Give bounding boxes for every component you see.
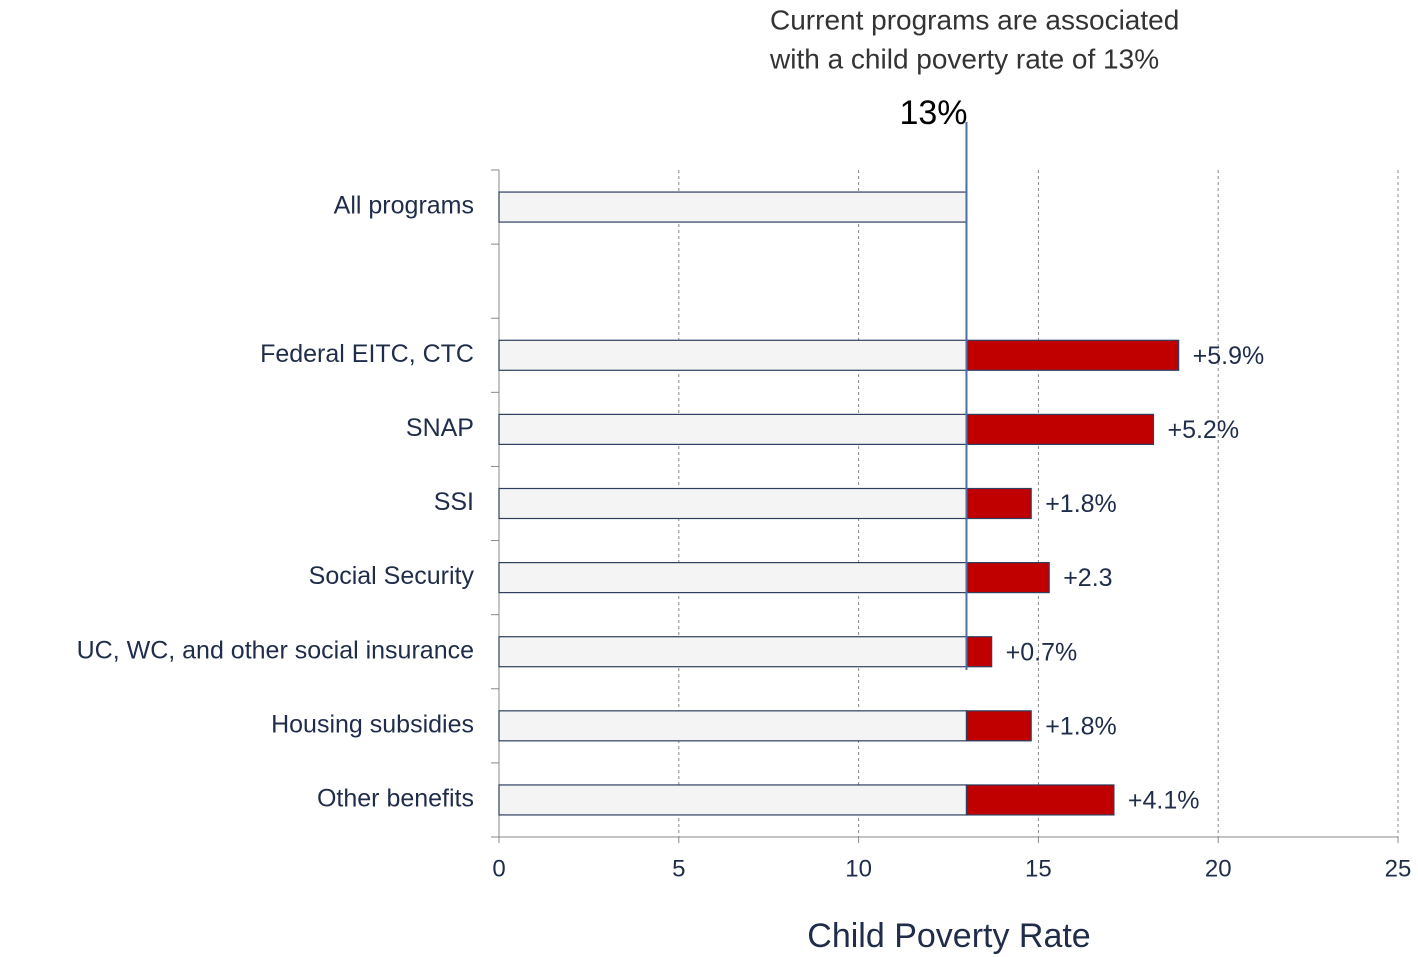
bar-segment <box>498 636 968 668</box>
value-label: +4.1% <box>1128 787 1200 815</box>
y-tick-label: Federal EITC, CTC <box>260 340 474 368</box>
value-label: +2.3 <box>1063 564 1112 592</box>
x-tick-label: 10 <box>845 855 872 882</box>
bar-segment <box>498 339 968 371</box>
bar-segment <box>498 784 968 816</box>
y-tick-label: UC, WC, and other social insurance <box>77 636 474 664</box>
annotation: Current programs are associated <box>770 4 1179 35</box>
bar-segment <box>498 487 968 520</box>
y-tick-label: Other benefits <box>317 785 474 813</box>
x-tick-label: 20 <box>1205 855 1232 882</box>
x-tick-label: 0 <box>492 855 505 882</box>
x-axis-label: Child Poverty Rate <box>807 917 1090 955</box>
y-tick-label: SNAP <box>406 414 474 442</box>
y-tick-label: SSI <box>434 488 474 516</box>
bar-segment <box>965 487 1032 520</box>
bar-segment <box>498 710 968 742</box>
y-tick-label: Housing subsidies <box>271 710 474 738</box>
bar-segment <box>965 413 1155 445</box>
bar-segment <box>965 784 1115 816</box>
bar-segment <box>965 710 1032 742</box>
bar-segment <box>965 562 1050 594</box>
value-label: +5.2% <box>1167 416 1239 444</box>
bar-segment <box>965 339 1180 371</box>
bar-segment <box>498 562 968 594</box>
bar-segment <box>498 413 968 445</box>
value-label: +1.8% <box>1045 712 1117 740</box>
x-tick-label: 25 <box>1385 855 1412 882</box>
x-tick-label: 5 <box>672 855 685 882</box>
bar-segment <box>965 636 993 668</box>
bar-segment <box>498 191 968 223</box>
value-label: +0.7% <box>1006 638 1078 666</box>
value-label: +5.9% <box>1193 342 1265 370</box>
annotation: with a child poverty rate of 13% <box>769 43 1159 74</box>
reference-label: 13% <box>899 94 967 132</box>
y-tick-label: Social Security <box>309 562 475 590</box>
y-tick-label: All programs <box>334 192 474 220</box>
value-label: +1.8% <box>1045 490 1117 518</box>
x-tick-label: 15 <box>1025 855 1052 882</box>
